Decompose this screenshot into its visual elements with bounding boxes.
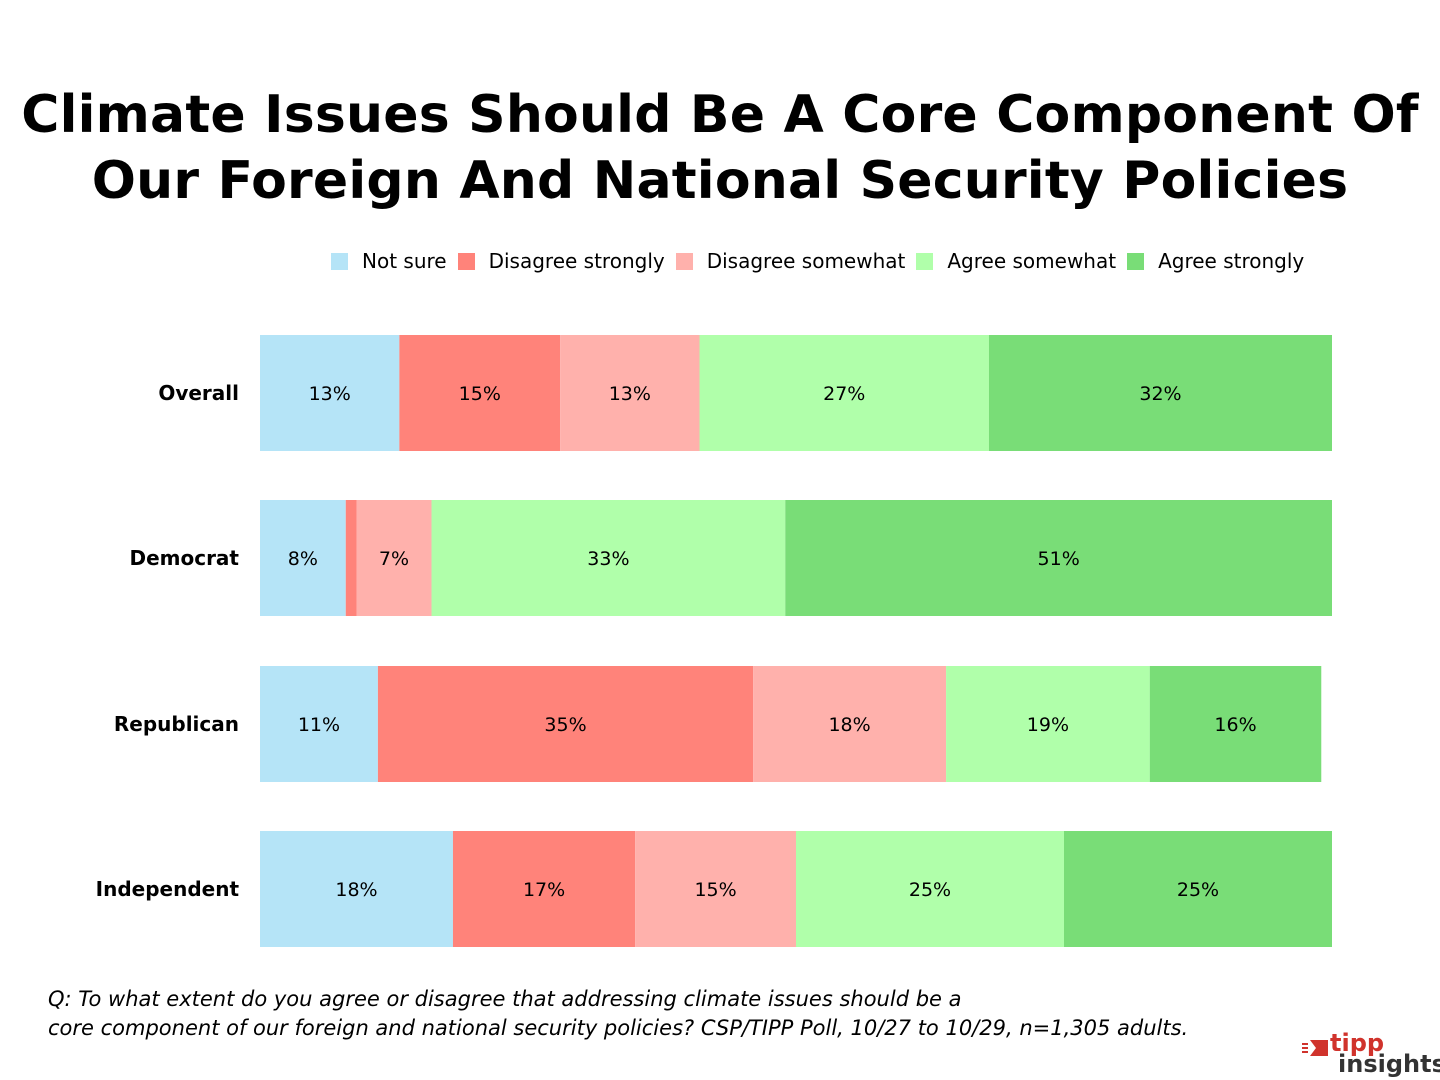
category-label-2: Republican bbox=[114, 712, 239, 736]
tipp-flag-icon bbox=[1302, 1040, 1328, 1056]
bar-segment-2-3 bbox=[946, 666, 1150, 782]
legend-item-0: Not sure bbox=[331, 249, 447, 273]
legend-swatch-2 bbox=[675, 252, 693, 270]
bar-segment-3-3 bbox=[796, 831, 1064, 947]
data-label-3-0: 18% bbox=[335, 879, 377, 901]
data-label-0-1: 15% bbox=[459, 383, 501, 405]
legend-label-0: Not sure bbox=[362, 249, 447, 273]
bar-segment-2-1 bbox=[377, 666, 754, 782]
bar-segment-0-0 bbox=[260, 335, 400, 451]
legend-swatch-4 bbox=[1127, 252, 1145, 270]
bar-segment-3-4 bbox=[1064, 831, 1332, 947]
chart-title-line-1: Climate Issues Should Be A Core Componen… bbox=[21, 85, 1419, 145]
data-label-1-4: 51% bbox=[1038, 548, 1080, 570]
bar-segment-1-4 bbox=[785, 500, 1332, 616]
bar-segment-3-1 bbox=[452, 831, 636, 947]
bar-segment-3-0 bbox=[260, 831, 453, 947]
data-label-0-3: 27% bbox=[823, 383, 865, 405]
stacked-bar-chart: Overall 13% 15% 13% 27% 32% Democrat 8% 7% 33% 51%… bbox=[96, 335, 1332, 947]
legend-label-1: Disagree strongly bbox=[488, 249, 665, 273]
bar-segment-0-1 bbox=[399, 335, 561, 451]
footnote-line-1: Q: To what extent do you agree or disagr… bbox=[48, 987, 962, 1011]
bar-segment-1-2 bbox=[356, 500, 432, 616]
legend-swatch-0 bbox=[331, 252, 348, 270]
data-label-2-4: 16% bbox=[1214, 714, 1256, 736]
data-label-3-1: 17% bbox=[523, 879, 565, 901]
data-label-2-3: 19% bbox=[1027, 714, 1069, 736]
data-label-0-0: 13% bbox=[309, 383, 351, 405]
data-label-3-2: 15% bbox=[694, 879, 736, 901]
data-label-1-2: 7% bbox=[379, 548, 409, 570]
bar-segment-3-2 bbox=[635, 831, 796, 947]
data-label-1-0: 8% bbox=[288, 548, 318, 570]
data-label-0-4: 32% bbox=[1139, 383, 1181, 405]
category-label-0: Overall bbox=[158, 381, 239, 405]
legend-item-1: Disagree strongly bbox=[457, 249, 665, 273]
category-label-1: Democrat bbox=[129, 546, 239, 570]
survey-question-footnote: Q: To what extent do you agree or disagr… bbox=[48, 985, 1248, 1043]
bar-segment-2-4 bbox=[1149, 666, 1322, 782]
bar-segment-1-3 bbox=[431, 500, 786, 616]
legend-swatch-1 bbox=[457, 252, 475, 270]
data-label-2-0: 11% bbox=[298, 714, 340, 736]
legend-label-3: Agree somewhat bbox=[947, 249, 1117, 273]
legend-swatch-3 bbox=[916, 252, 934, 270]
bar-segment-1-1 bbox=[345, 500, 357, 616]
bar-segment-0-4 bbox=[988, 335, 1332, 451]
data-label-2-2: 18% bbox=[828, 714, 870, 736]
data-label-1-3: 33% bbox=[587, 548, 629, 570]
bar-segment-2-2 bbox=[753, 666, 947, 782]
legend-item-3: Agree somewhat bbox=[916, 249, 1116, 273]
legend-label-4: Agree strongly bbox=[1158, 249, 1305, 273]
data-label-3-4: 25% bbox=[1177, 879, 1219, 901]
logo-text-tipp: tipp bbox=[1330, 1029, 1385, 1057]
chart-title: Climate Issues Should Be A Core Componen… bbox=[0, 82, 1440, 214]
chart-title-line-2: Our Foreign And National Security Polici… bbox=[91, 151, 1349, 211]
logo-text-insights: insights bbox=[1338, 1050, 1440, 1078]
legend-item-4: Agree strongly bbox=[1127, 249, 1304, 273]
bar-segment-2-0 bbox=[260, 666, 378, 782]
tipp-insights-logo: tipp insights bbox=[1300, 1030, 1440, 1080]
footnote-line-2: core component of our foreign and nation… bbox=[48, 1016, 1189, 1040]
data-label-0-2: 13% bbox=[609, 383, 651, 405]
data-label-2-1: 35% bbox=[544, 714, 586, 736]
data-label-3-3: 25% bbox=[909, 879, 951, 901]
bar-segment-0-2 bbox=[560, 335, 700, 451]
legend-label-2: Disagree somewhat bbox=[706, 249, 906, 273]
bar-segment-1-0 bbox=[260, 500, 346, 616]
chart-legend: Not sure Disagree strongly Disagree somewh… bbox=[331, 246, 1315, 276]
bar-segment-0-3 bbox=[699, 335, 989, 451]
category-label-3: Independent bbox=[96, 877, 240, 901]
legend-item-2: Disagree somewhat bbox=[675, 249, 906, 273]
